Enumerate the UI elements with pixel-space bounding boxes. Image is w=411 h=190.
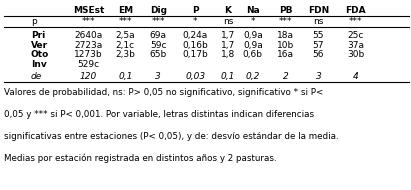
Text: 120: 120 [80,72,97,81]
Text: 2640a: 2640a [74,31,102,40]
Text: Valores de probabilidad, ns: P> 0,05 no significativo, significativo * si P<: Valores de probabilidad, ns: P> 0,05 no … [4,88,323,97]
Text: 18a: 18a [277,31,294,40]
Text: 0,9a: 0,9a [243,40,263,50]
Text: Ver: Ver [31,40,48,50]
Text: Medias por estación registrada en distintos años y 2 pasturas.: Medias por estación registrada en distin… [4,154,277,163]
Text: 2,5a: 2,5a [115,31,135,40]
Text: 16a: 16a [277,50,294,59]
Text: 2,3b: 2,3b [115,50,135,59]
Text: FDN: FDN [308,6,329,15]
Text: 1,7: 1,7 [221,31,235,40]
Text: 0,17b: 0,17b [182,50,208,59]
Text: Na: Na [246,6,260,15]
Text: 1,7: 1,7 [221,40,235,50]
Text: 0,1: 0,1 [221,72,235,81]
Text: 0,2: 0,2 [246,72,260,81]
Text: ***: *** [119,17,132,26]
Text: ***: *** [279,17,292,26]
Text: 65b: 65b [150,50,167,59]
Text: ***: *** [82,17,95,26]
Text: Inv: Inv [31,60,46,69]
Text: p: p [31,17,37,26]
Text: 30b: 30b [347,50,364,59]
Text: P: P [192,6,199,15]
Text: EM: EM [118,6,133,15]
Text: 4: 4 [353,72,358,81]
Text: de: de [31,72,42,81]
Text: ns: ns [313,17,324,26]
Text: 3: 3 [155,72,161,81]
Text: PB: PB [279,6,292,15]
Text: FDA: FDA [345,6,366,15]
Text: *: * [251,17,255,26]
Text: 57: 57 [313,40,324,50]
Text: 2723a: 2723a [74,40,102,50]
Text: Pri: Pri [31,31,45,40]
Text: 0,16b: 0,16b [182,40,208,50]
Text: 0,1: 0,1 [118,72,132,81]
Text: 2: 2 [283,72,289,81]
Text: K: K [224,6,232,15]
Text: *: * [193,17,197,26]
Text: 1,8: 1,8 [221,50,235,59]
Text: 37a: 37a [347,40,364,50]
Text: 69a: 69a [150,31,167,40]
Text: 56: 56 [313,50,324,59]
Text: 2,1c: 2,1c [116,40,135,50]
Text: 25c: 25c [347,31,364,40]
Text: ***: *** [349,17,362,26]
Text: Oto: Oto [31,50,49,59]
Text: 0,03: 0,03 [185,72,205,81]
Text: 3: 3 [316,72,321,81]
Text: ***: *** [152,17,165,26]
Text: 0,6b: 0,6b [243,50,263,59]
Text: 59c: 59c [150,40,166,50]
Text: MSEst: MSEst [73,6,104,15]
Text: 1273b: 1273b [74,50,103,59]
Text: 55: 55 [313,31,324,40]
Text: 0,05 y *** si P< 0,001. Por variable, letras distintas indican diferencias: 0,05 y *** si P< 0,001. Por variable, le… [4,110,314,119]
Text: ns: ns [223,17,233,26]
Text: 10b: 10b [277,40,294,50]
Text: Dig: Dig [150,6,167,15]
Text: 0,24a: 0,24a [182,31,208,40]
Text: 529c: 529c [77,60,99,69]
Text: 0,9a: 0,9a [243,31,263,40]
Text: significativas entre estaciones (P< 0,05), y de: desvío estándar de la media.: significativas entre estaciones (P< 0,05… [4,132,339,141]
